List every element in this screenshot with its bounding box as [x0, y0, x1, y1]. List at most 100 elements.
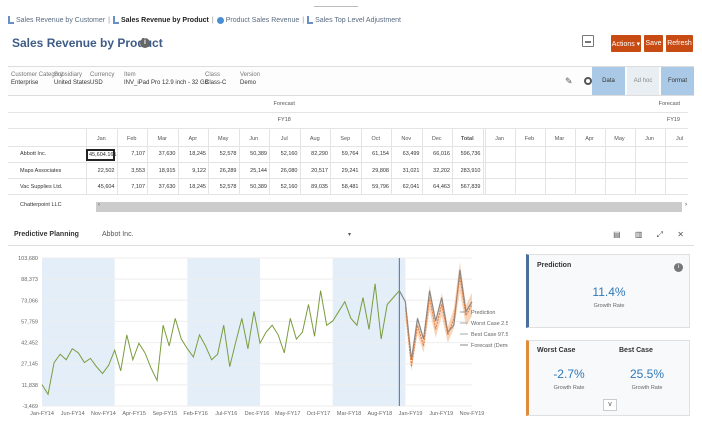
month-header[interactable]: Total	[460, 136, 474, 142]
month-header[interactable]: Nov	[401, 136, 412, 142]
grid-cell[interactable]: 26,289	[219, 168, 237, 174]
pov-class[interactable]: Class Class-C	[205, 71, 226, 87]
horizontal-scrollbar[interactable]	[96, 202, 682, 212]
predictive-planning-header: Predictive Planning Abbot Inc. ▾ ▤ ▥ ⤢ ✕	[8, 224, 694, 246]
grid-cell[interactable]: 58,481	[341, 184, 359, 190]
pov-item[interactable]: Item INV_iPad Pro 12.9 inch - 32 GB	[124, 71, 209, 87]
grid-cell[interactable]: 283,910	[460, 168, 481, 174]
month-header[interactable]: May	[614, 136, 625, 142]
month-header[interactable]: May	[218, 136, 229, 142]
grid-cell[interactable]: 52,160	[280, 151, 298, 157]
grid-cell[interactable]: 37,630	[158, 184, 176, 190]
scroll-left-icon[interactable]: ‹	[98, 202, 100, 208]
grid-cell[interactable]: 63,499	[402, 151, 420, 157]
refresh-button[interactable]: Refresh	[666, 35, 693, 52]
grid-cell[interactable]: 7,107	[131, 151, 145, 157]
prediction-line	[404, 276, 473, 367]
pov-subsidiary[interactable]: Subsidiary United States	[54, 71, 90, 87]
adhoc-button[interactable]: Ad hoc	[627, 67, 659, 95]
tab-2[interactable]: Product Sales Revenue	[216, 16, 299, 24]
month-header[interactable]: Feb	[524, 136, 535, 142]
grid-cell[interactable]: 52,578	[219, 184, 237, 190]
y-tick-label: 11,838	[22, 383, 38, 389]
grid-line	[574, 128, 576, 194]
grid-cell[interactable]: 18,245	[189, 184, 206, 190]
month-header[interactable]: Feb	[127, 136, 137, 142]
tab-0[interactable]: Sales Revenue by Customer	[8, 16, 105, 24]
grid-cell[interactable]: 25,144	[250, 168, 267, 174]
grid-cell[interactable]: 20,517	[311, 168, 328, 174]
grid-cell[interactable]: 61,154	[372, 151, 389, 157]
month-header[interactable]: Jul	[675, 136, 684, 142]
grid-cell[interactable]: 52,160	[280, 184, 298, 190]
month-header[interactable]: Jun	[645, 136, 654, 142]
tab-1[interactable]: Sales Revenue by Product	[112, 16, 209, 24]
grid-cell[interactable]: 7,107	[131, 184, 145, 190]
month-header[interactable]: Oct	[371, 136, 381, 142]
month-header[interactable]: Apr	[188, 136, 198, 142]
pov-currency[interactable]: Currency USD	[90, 71, 114, 87]
month-header[interactable]: Jun	[249, 136, 259, 142]
chevron-down-icon[interactable]: ▾	[348, 232, 352, 238]
row-header[interactable]: Vac Supplies Ltd.	[20, 184, 63, 190]
month-header[interactable]: Mar	[554, 136, 565, 142]
gear-icon[interactable]	[584, 77, 592, 85]
month-header[interactable]: Apr	[585, 136, 594, 142]
info-icon[interactable]: i	[674, 263, 683, 272]
grid-cell[interactable]: 26,080	[280, 168, 298, 174]
month-header[interactable]: Dec	[431, 136, 442, 142]
grid-cell[interactable]: 31,021	[402, 168, 420, 174]
grid-cell[interactable]: 64,463	[433, 184, 450, 190]
grid-cell[interactable]: 66,016	[433, 151, 450, 157]
month-header[interactable]: Aug	[309, 136, 320, 142]
month-header[interactable]: Mar	[157, 136, 167, 142]
inbox-icon[interactable]	[582, 35, 594, 47]
grid-cell[interactable]: 62,041	[402, 184, 420, 190]
grid-cell[interactable]: 32,202	[433, 168, 450, 174]
grid-cell[interactable]: 82,290	[311, 151, 328, 157]
grid-cell[interactable]: 596,736	[460, 151, 481, 157]
actions-button[interactable]: Actions ▾	[611, 35, 641, 52]
grid-cell[interactable]: 59,764	[341, 151, 359, 157]
pov-version[interactable]: Version Demo	[240, 71, 260, 87]
x-tick-label: Aug-FY18	[367, 411, 392, 417]
member-selector[interactable]: Abbot Inc.	[102, 231, 134, 238]
grid-cell[interactable]: 89,035	[311, 184, 328, 190]
grid-cell[interactable]: 567,839	[460, 184, 481, 190]
grid-cell[interactable]: 50,389	[250, 184, 267, 190]
month-header[interactable]: Jan	[495, 136, 504, 142]
row-header[interactable]: Abbott Inc.	[20, 151, 47, 157]
grid-cell[interactable]: 59,796	[372, 184, 389, 190]
grid-cell[interactable]: 52,578	[219, 151, 237, 157]
month-header[interactable]: Sep	[340, 136, 351, 142]
grid-cell[interactable]: 18,915	[158, 168, 176, 174]
edit-pencil-icon[interactable]: ✎	[565, 76, 573, 86]
info-icon[interactable]: i	[140, 38, 150, 48]
grid-cell[interactable]: 18,245	[189, 151, 206, 157]
y-tick-label: 103,680	[18, 256, 38, 262]
row-header[interactable]: Chatterpoint LLC	[20, 202, 62, 208]
chevron-down-icon[interactable]: v	[603, 399, 617, 411]
grid-cell[interactable]: 3,553	[131, 168, 145, 174]
month-header[interactable]: Jul	[280, 136, 288, 142]
grid-cell[interactable]: 50,389	[250, 151, 267, 157]
save-button[interactable]: Save	[644, 35, 663, 52]
x-tick-label: Jun-FY19	[429, 411, 453, 417]
grid-cell[interactable]: 45,604.161	[86, 149, 117, 161]
grid-cell[interactable]: 45,604	[97, 184, 115, 190]
format-button[interactable]: Format	[661, 67, 694, 95]
tab-label: Sales Top Level Adjustment	[315, 16, 401, 24]
grid-line	[421, 128, 423, 194]
grid-cell[interactable]: 22,502	[97, 168, 115, 174]
pov-customer-category[interactable]: Customer Category Enterprise	[11, 71, 63, 87]
month-header[interactable]: Jan	[96, 136, 106, 142]
row-header[interactable]: Maps Associates	[20, 168, 62, 174]
data-button[interactable]: Data	[592, 67, 625, 95]
grid-cell[interactable]: 37,630	[158, 151, 176, 157]
panel-tools-icon[interactable]: ▤ ▥ ⤢ ✕	[613, 230, 690, 239]
tab-3[interactable]: Sales Top Level Adjustment	[307, 16, 401, 24]
grid-cell[interactable]: 29,241	[341, 168, 359, 174]
grid-cell[interactable]: 9,122	[192, 168, 206, 174]
scroll-right-icon[interactable]: ›	[685, 202, 687, 208]
grid-cell[interactable]: 29,808	[372, 168, 389, 174]
